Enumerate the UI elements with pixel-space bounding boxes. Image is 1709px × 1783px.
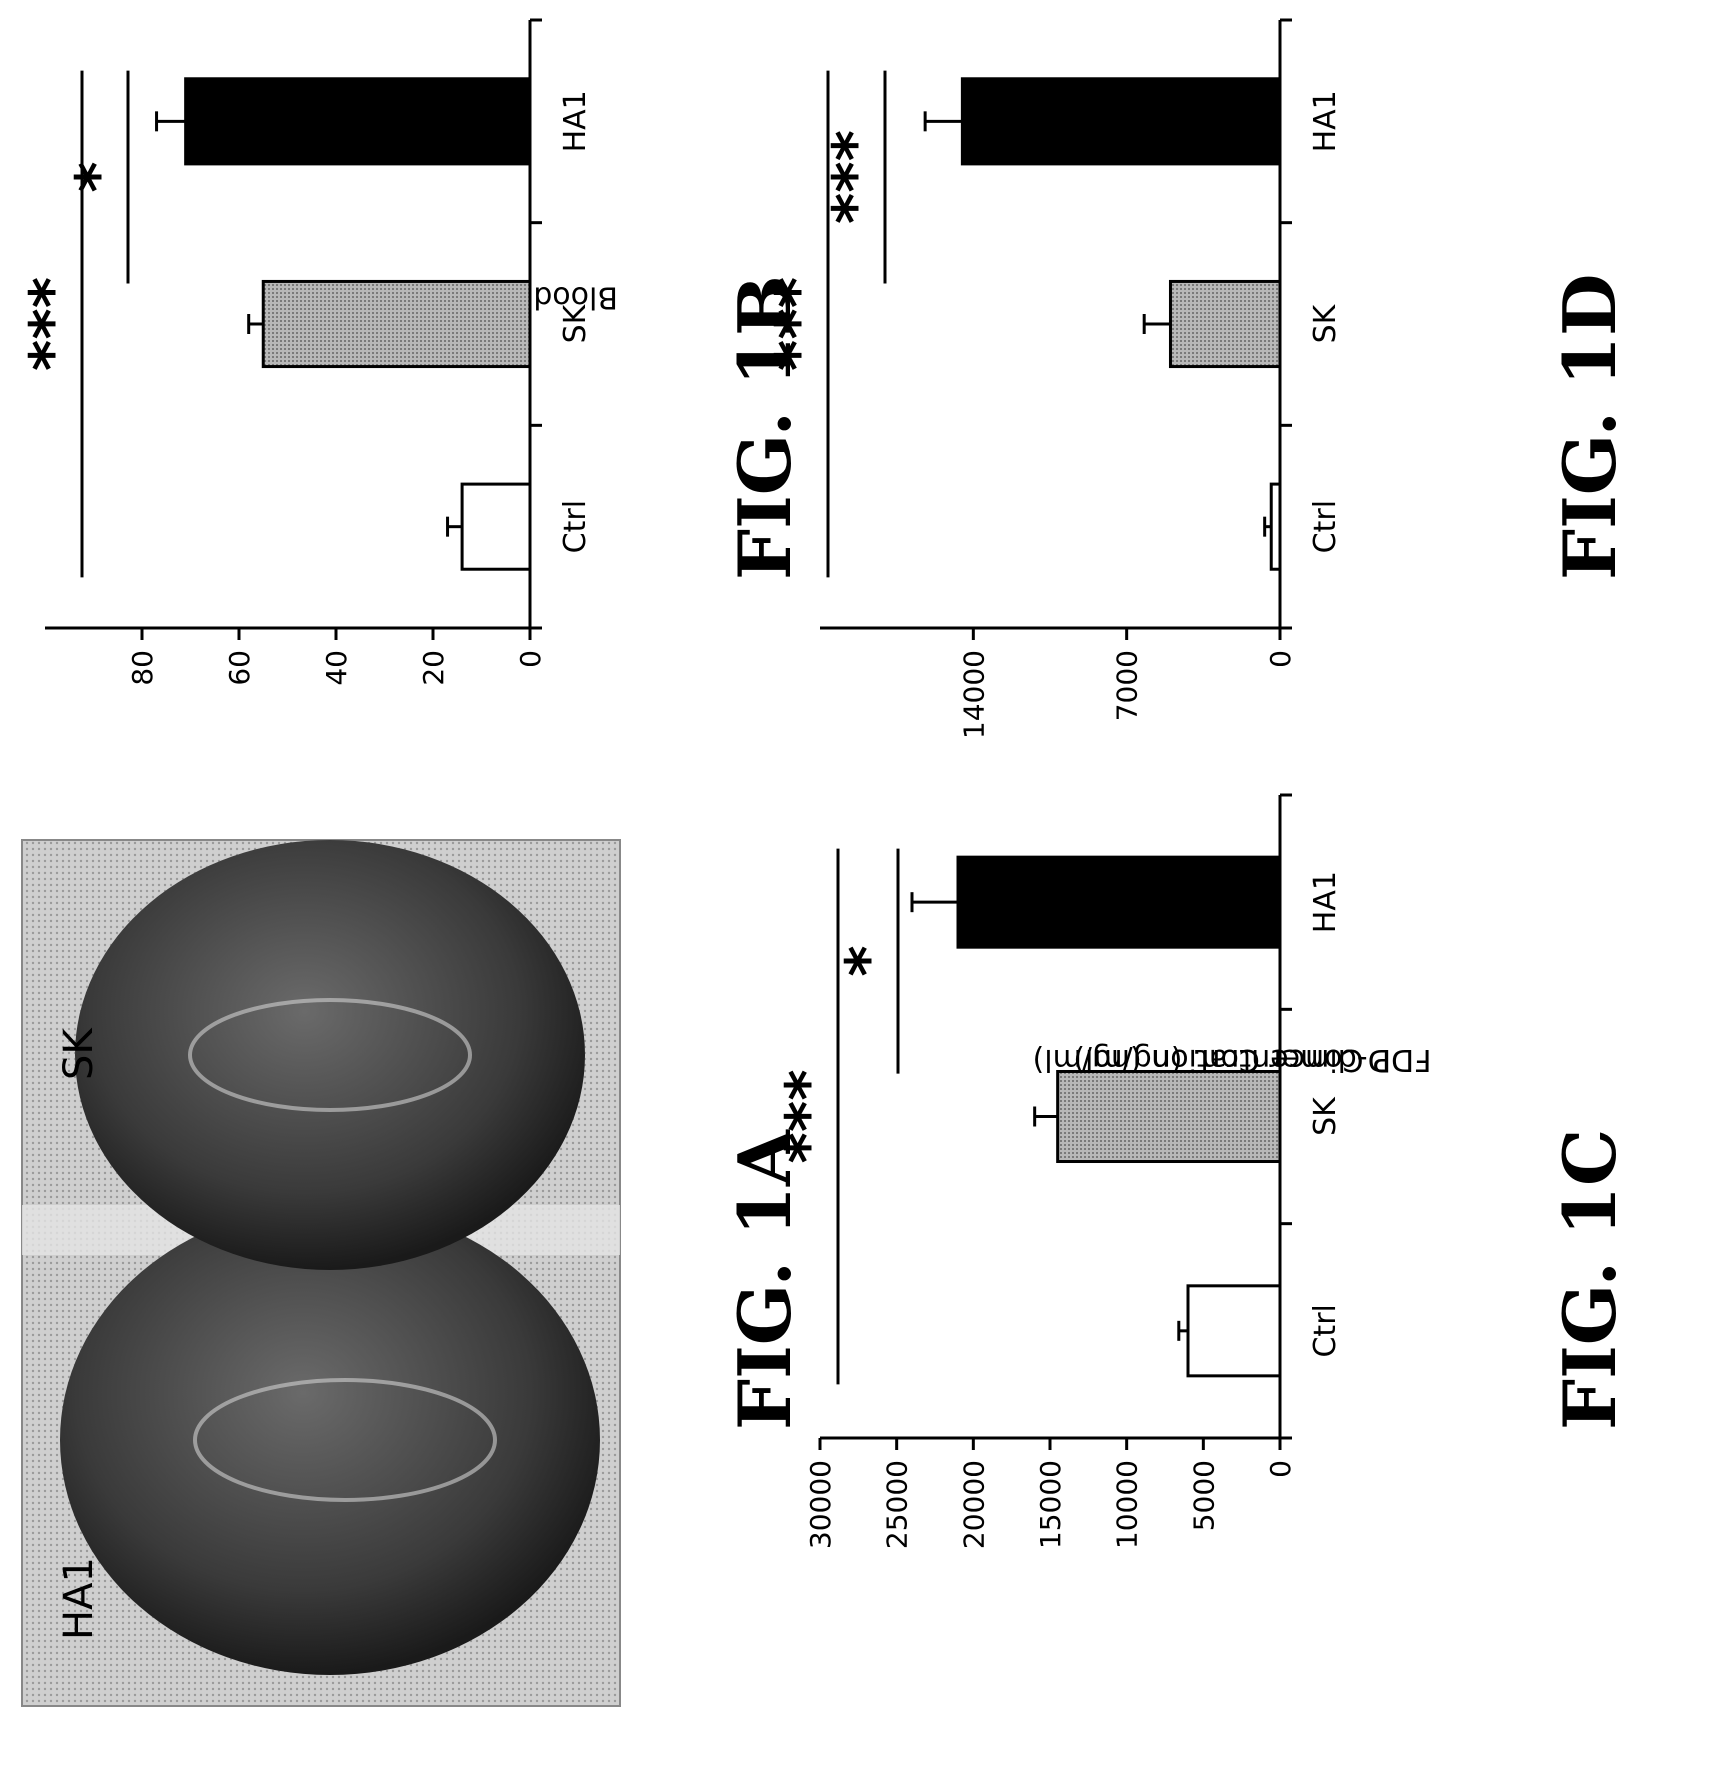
value-tick-label: 14000	[957, 650, 990, 739]
photo-label-sk: SK	[56, 1027, 102, 1080]
clot-highlight	[193, 1378, 497, 1502]
bar	[1168, 279, 1282, 369]
significance-label: *	[63, 161, 133, 192]
category-label: SK	[1308, 303, 1343, 343]
value-tick-label: 0	[1264, 1460, 1297, 1478]
bar	[1186, 1284, 1282, 1378]
clot-image-sk	[75, 840, 585, 1270]
category-label: SK	[1308, 1096, 1343, 1136]
value-tick-label: 15000	[1034, 1460, 1067, 1549]
value-tick-label: 30000	[804, 1460, 837, 1549]
significance-label: ***	[763, 277, 833, 371]
figure-label-1d: FIG. 1D	[1547, 274, 1632, 580]
value-tick-label: 7000	[1111, 650, 1144, 721]
figure-label-1c: FIG. 1C	[1547, 1129, 1632, 1430]
category-label: HA1	[1308, 90, 1343, 152]
significance-label: ***	[17, 277, 87, 371]
value-tick-label: 40	[320, 650, 353, 686]
category-label: Ctrl	[1308, 500, 1343, 553]
category-label: SK	[558, 303, 593, 343]
value-tick-label: 0	[514, 650, 547, 668]
bar	[184, 77, 532, 166]
value-axis-title: D-dimer Con. (ng/ml)	[1073, 1042, 1390, 1077]
significance-label: *	[833, 945, 903, 976]
value-tick-label: 20	[417, 650, 450, 686]
value-tick-label: 80	[126, 650, 159, 686]
figure-label-1a: FIG. 1A	[722, 1129, 807, 1430]
figure-label-1b: FIG. 1B	[722, 275, 807, 580]
bar	[1269, 482, 1282, 571]
category-label: HA1	[1308, 871, 1343, 933]
bar	[460, 482, 532, 571]
value-tick-label: 20000	[957, 1460, 990, 1549]
significance-label: ***	[773, 1069, 843, 1163]
bar	[261, 279, 532, 369]
value-tick-label: 25000	[881, 1460, 914, 1549]
photo-panel: HA1 SK	[21, 839, 621, 1707]
category-label: HA1	[558, 90, 593, 152]
clot-image-ha1	[60, 1205, 600, 1675]
significance-label: ***	[820, 130, 890, 224]
chart-d-dimer: 0 7000 14000 D-dimer Con. (ng/ml) Ctrl SK HA1 *…	[763, 18, 1391, 1077]
bar	[956, 855, 1282, 949]
clot-highlight	[188, 998, 472, 1112]
bar	[960, 77, 1282, 166]
value-tick-label: 60	[223, 650, 256, 686]
value-tick-label: 5000	[1187, 1460, 1220, 1531]
bar	[1056, 1069, 1282, 1164]
category-label: Ctrl	[1308, 1304, 1343, 1357]
value-tick-label: 10000	[1111, 1460, 1144, 1549]
category-label: Ctrl	[558, 500, 593, 553]
photo-label-ha1: HA1	[56, 1557, 102, 1640]
value-tick-label: 0	[1264, 650, 1297, 668]
